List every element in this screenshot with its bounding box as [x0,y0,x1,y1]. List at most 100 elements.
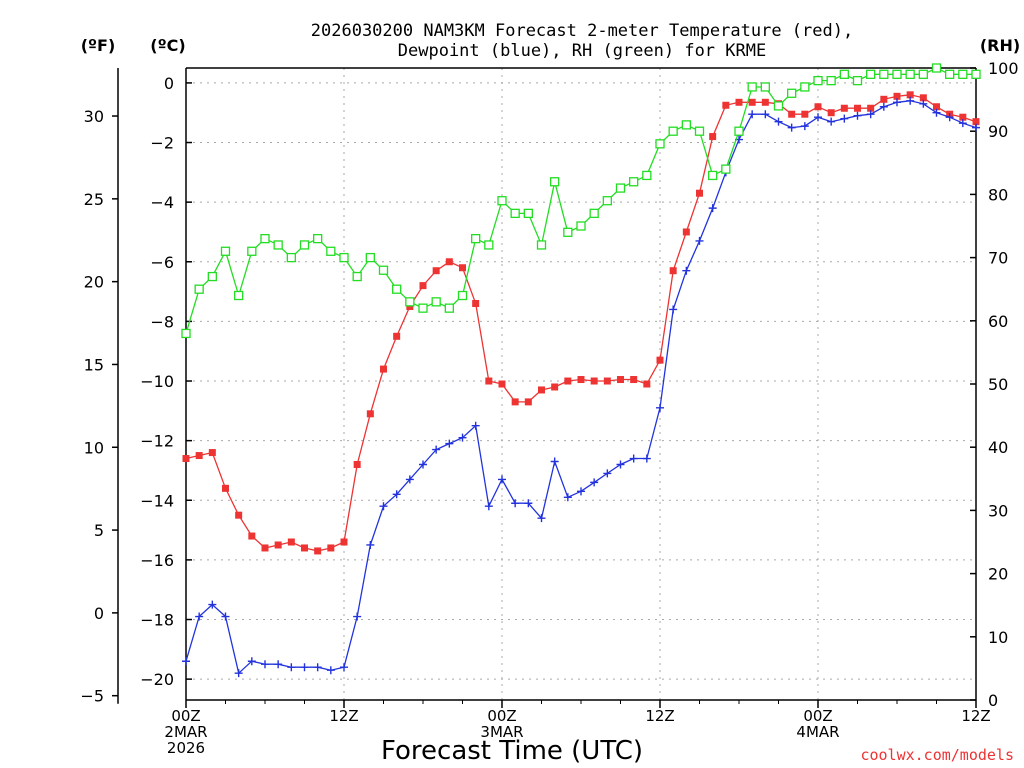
rh-point [207,271,217,282]
rh-point [931,63,942,73]
rh-point [800,82,810,92]
rh-point [563,227,573,237]
dewpoint-point [287,663,296,672]
rh-point [510,208,520,219]
fahrenheit-tick-label: 10 [84,438,104,457]
dewpoint-point [221,612,230,621]
celsius-tick-label: −2 [150,134,174,153]
dewpoint-point [629,454,638,463]
x-tick-label: 00Z [487,707,516,725]
rh-point [550,177,560,187]
celsius-tick-label: −20 [140,670,174,689]
temperature-point [709,133,717,141]
dewpoint-point [392,490,401,499]
rh-tick-label: 60 [988,312,1008,331]
dewpoint-point [774,117,783,126]
temperature-point [432,267,440,275]
fahrenheit-tick-label: 30 [84,107,104,126]
rh-point [813,75,823,86]
dewpoint-point [656,403,664,412]
rh-unit-label: (RH) [980,36,1020,55]
dewpoint-point [958,119,967,128]
dewpoint-point [524,499,533,508]
dewpoint-point [208,600,217,609]
rh-point [721,164,731,174]
rh-tick-label: 20 [988,565,1008,584]
dewpoint-point [695,236,704,245]
temperature-point [551,383,559,391]
rh-tick-label: 30 [988,501,1008,520]
temperature-point [696,189,703,197]
temperature-point [577,376,585,384]
fahrenheit-unit-label: (ºF) [81,36,116,55]
fahrenheit-tick-label: 0 [94,604,104,623]
rh-point [405,297,415,307]
rh-point [668,126,678,136]
temperature-point [761,98,769,106]
celsius-tick-label: −12 [140,432,174,451]
dewpoint-point [405,475,414,484]
temperature-point [801,110,809,118]
rh-point [523,208,533,219]
rh-point [958,69,968,79]
rh-point [536,240,547,250]
rh-point [892,69,902,79]
dewpoint-point [669,305,678,314]
fahrenheit-tick-label: −5 [80,687,104,706]
rh-point [629,177,639,187]
temperature-point [959,113,967,121]
rh-point [181,328,191,339]
rh-point [497,196,507,206]
dewpoint-point [906,96,915,105]
rh-point [339,252,349,263]
rh-point [734,126,744,136]
rh-point [484,240,494,250]
temperature-point [380,365,387,373]
dewpoint-point [484,502,493,511]
chart-title-line-1: 2026030200 NAM3KM Forecast 2-meter Tempe… [311,21,853,41]
temperature-point [314,547,322,555]
rh-point [760,82,770,92]
temperature-point [972,118,980,126]
temperature-point [406,302,414,310]
rh-point [879,69,889,79]
dewpoint-point [853,111,862,120]
x-axis-title: Forecast Time (UTC) [381,736,643,766]
x-tick-label: 12Z [961,707,990,725]
celsius-tick-label: −16 [140,551,174,570]
dewpoint-point [616,460,625,469]
celsius-tick-label: −4 [150,193,174,212]
rh-point [431,297,441,307]
temperature-point [682,228,690,236]
rh-point [299,240,310,250]
rh-tick-label: 50 [988,375,1008,394]
temperature-point [248,532,256,540]
rh-tick-label: 10 [988,628,1008,647]
dewpoint-point [511,499,520,508]
celsius-tick-label: −6 [150,253,174,272]
dewpoint-point [247,657,256,666]
temperature-point [643,380,651,388]
temperature-point [235,511,243,519]
rh-point [313,233,323,244]
dewpoint-point [537,514,546,523]
dewpoint-point [379,502,388,511]
dewpoint-point [972,123,980,132]
rh-point [392,284,402,294]
rh-point [945,69,955,79]
rh-point [747,82,757,92]
temperature-point [524,398,532,406]
fahrenheit-tick-label: 15 [84,355,104,374]
dewpoint-point [326,666,335,675]
rh-point [905,69,915,79]
temperature-point [498,380,506,388]
temperature-point [893,92,901,100]
rh-point [773,101,784,111]
x-tick-label: 00Z [171,707,200,725]
rh-point [826,75,836,86]
dewpoint-point [708,204,717,213]
rh-point [457,290,468,301]
temperature-point [669,267,677,275]
rh-point [918,69,928,79]
fahrenheit-tick-label: 20 [84,273,104,292]
